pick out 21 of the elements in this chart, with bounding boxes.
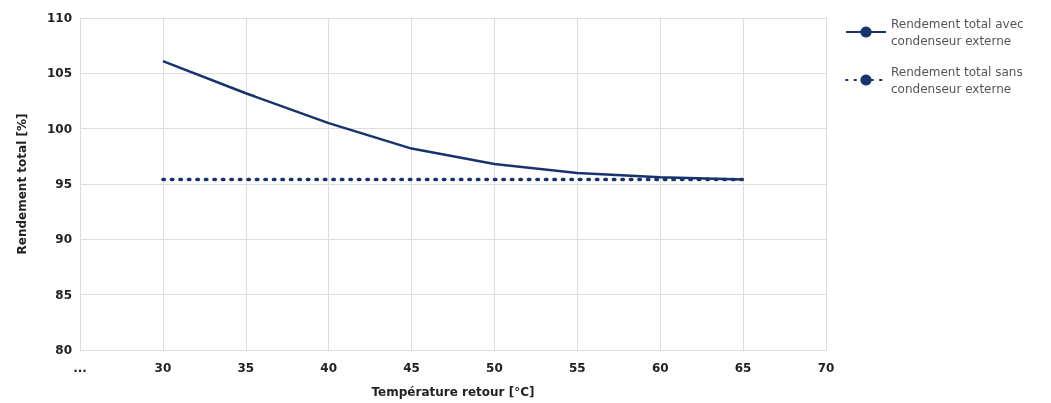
x-tick-label: 50 (486, 361, 503, 375)
x-tick-label: 65 (734, 361, 752, 375)
x-tick-label: 60 (651, 361, 669, 375)
y-tick-label: 110 (46, 11, 72, 25)
x-tick-label: 45 (403, 361, 420, 375)
y-tick-label: 90 (55, 232, 72, 247)
y-tick-label: 80 (55, 343, 72, 357)
y-tick-label: 100 (46, 121, 72, 136)
x-axis-title: Température retour [°C] (371, 385, 535, 399)
x-tick-label: 35 (237, 361, 255, 375)
x-tick-label: 30 (154, 361, 172, 375)
y-tick-label: 105 (46, 66, 72, 81)
x-tick-label: 40 (320, 361, 338, 375)
legend-label: Rendement total avec condenseur externe (891, 16, 1028, 48)
x-tick-label: ... (73, 361, 87, 375)
legend-label: Rendement total sans condenseur externe (891, 64, 1027, 96)
y-axis-title: Rendement total [%] (15, 113, 29, 255)
x-tick-label: 70 (817, 361, 835, 375)
y-tick-label: 95 (55, 177, 72, 191)
y-tick-label: 85 (55, 287, 72, 302)
x-tick-label: 55 (568, 361, 586, 375)
